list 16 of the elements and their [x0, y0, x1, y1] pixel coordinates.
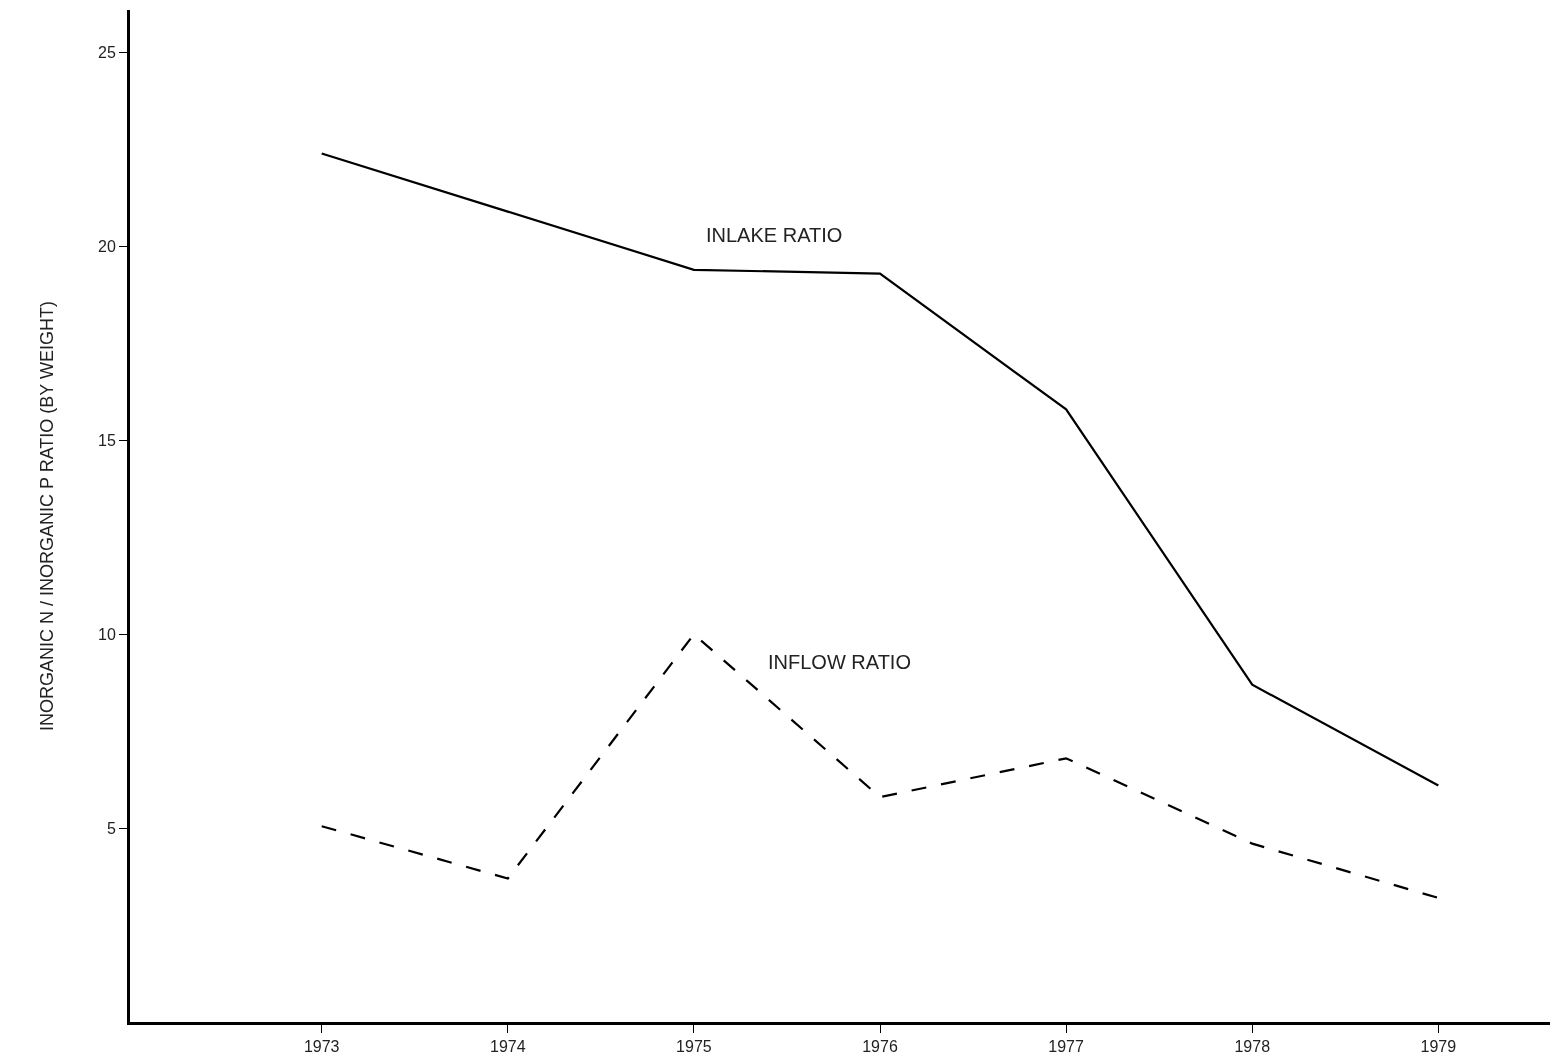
x-tick-label: 1978: [1234, 1038, 1271, 1056]
y-axis-title: INORGANIC N / INORGANIC P RATIO (BY WEIGHT): [37, 300, 58, 732]
line-series: [320, 152, 1440, 787]
x-tick-label: 1979: [1420, 1038, 1457, 1056]
y-tick-label: 20: [98, 238, 116, 256]
series-label: INLAKE RATIO: [706, 224, 843, 246]
y-tick-label: 5: [106, 819, 116, 837]
x-tick-label: 1975: [676, 1038, 712, 1056]
x-tick-label: 1974: [490, 1038, 526, 1056]
y-tick-label: 25: [98, 44, 116, 62]
y-tick-label: 15: [98, 431, 116, 449]
x-tick-label: 1976: [862, 1038, 898, 1056]
series-label: INFLOW RATIO: [768, 651, 911, 673]
y-tick-label: 10: [98, 625, 116, 643]
x-tick-label: 1977: [1048, 1038, 1085, 1056]
x-tick-label: 1973: [303, 1038, 340, 1056]
